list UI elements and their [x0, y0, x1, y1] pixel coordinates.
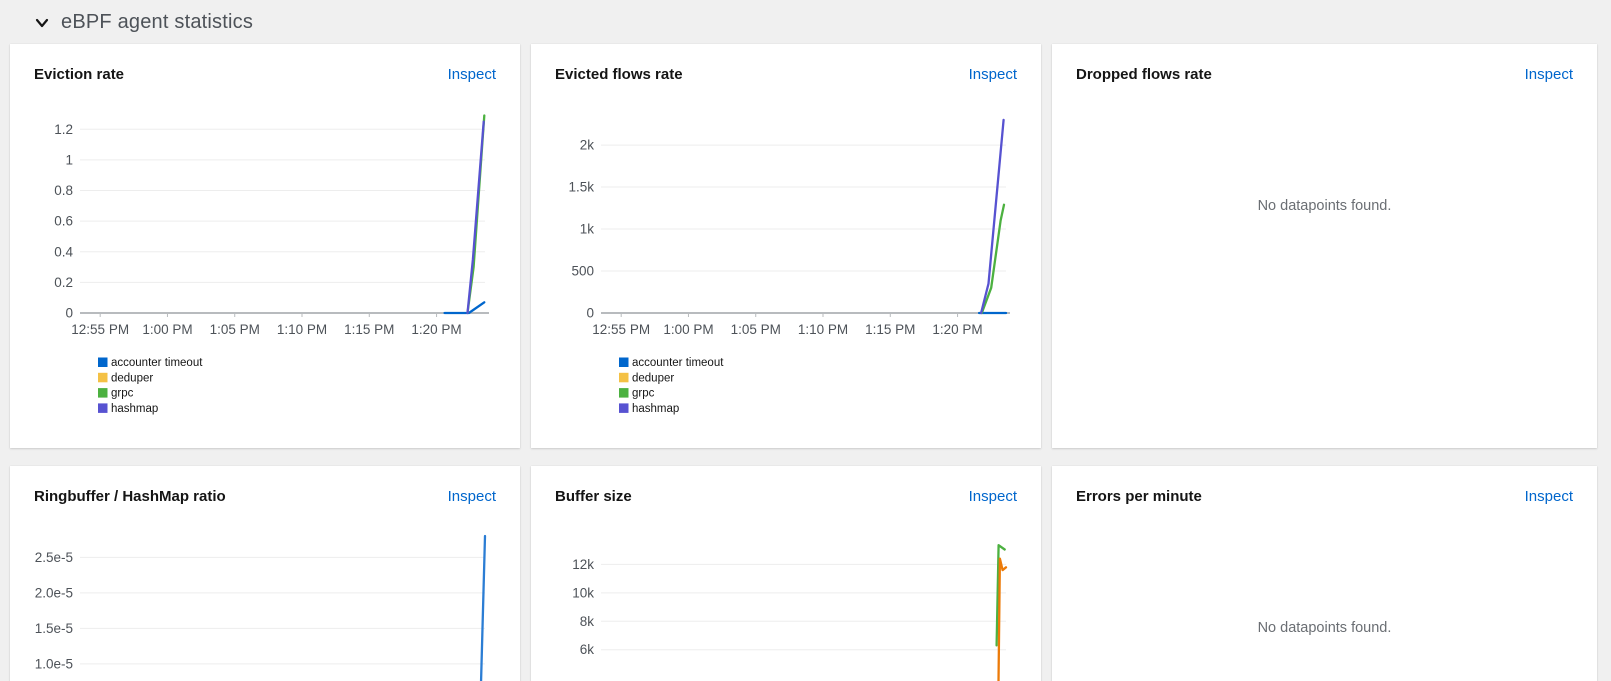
card-buffer-size: Buffer size Inspect 6k8k10k12k12:55 PM1:… — [531, 466, 1041, 681]
legend-swatch — [619, 388, 629, 398]
x-tick-label: 1:10 PM — [277, 322, 327, 337]
x-tick-label: 1:15 PM — [865, 322, 915, 337]
x-tick-label: 1:20 PM — [932, 322, 982, 337]
cards-grid: Eviction rate Inspect 0 0.2 0.4 0.6 0.8 1 1.2 1… — [10, 44, 1597, 681]
card-title: Eviction rate — [34, 66, 125, 83]
y-tick-label: 1k — [580, 222, 595, 237]
x-tick-label: 1:05 PM — [210, 322, 260, 337]
y-tick-label: 2.0e-5 — [35, 585, 73, 600]
chart-buffer-size[interactable]: 6k8k10k12k12:55 PM1:00 PM1:05 PM1:10 PM1… — [531, 466, 1041, 681]
legend-label: deduper — [632, 372, 674, 384]
x-tick-label: 1:15 PM — [344, 322, 394, 337]
x-tick-label: 1:00 PM — [142, 322, 192, 337]
card-title: Errors per minute — [1076, 488, 1202, 505]
y-tick-label: 1.2 — [54, 122, 73, 137]
inspect-link[interactable]: Inspect — [968, 66, 1017, 83]
legend-label: accounter timeout — [111, 357, 203, 369]
x-tick-label: 1:20 PM — [411, 322, 461, 337]
inspect-link[interactable]: Inspect — [447, 66, 496, 83]
legend-swatch — [98, 403, 108, 413]
legend-label: grpc — [632, 388, 655, 400]
series-line — [479, 534, 487, 681]
card-title: Buffer size — [555, 488, 632, 505]
legend-swatch — [98, 388, 108, 398]
x-tick-label: 12:55 PM — [592, 322, 650, 337]
y-tick-label: 12k — [572, 557, 594, 572]
y-tick-label: 0.2 — [54, 275, 73, 290]
card-ringbuffer-hashmap-ratio: Ringbuffer / HashMap ratio Inspect 1.0e-… — [10, 466, 520, 681]
legend-swatch — [98, 372, 108, 383]
chart-evicted-flows-rate[interactable]: 0 500 1k 1.5k 2k 12:55 PM 1:00 PM 1:05 PM 1:10 P… — [531, 44, 1041, 448]
y-tick-label: 500 — [571, 264, 594, 279]
card-title: Dropped flows rate — [1076, 66, 1212, 83]
legend-swatch — [98, 357, 108, 367]
legend-swatch — [619, 403, 629, 413]
series-line-hashmap — [466, 120, 485, 315]
y-tick-label: 0 — [586, 306, 594, 321]
y-tick-label: 1 — [65, 152, 73, 167]
x-tick-label: 12:55 PM — [71, 322, 129, 337]
card-title: Ringbuffer / HashMap ratio — [34, 488, 226, 505]
x-tick-label: 1:10 PM — [798, 322, 848, 337]
empty-state-text: No datapoints found. — [1257, 198, 1392, 214]
series-line-accounter-timeout — [443, 301, 486, 315]
x-tick-label: 1:05 PM — [731, 322, 781, 337]
inspect-link[interactable]: Inspect — [447, 488, 496, 505]
legend-swatch — [619, 372, 629, 383]
card-eviction-rate: Eviction rate Inspect 0 0.2 0.4 0.6 0.8 1 1.2 1… — [10, 44, 520, 448]
y-tick-label: 0 — [65, 306, 73, 321]
section-title: eBPF agent statistics — [61, 11, 254, 33]
series-line — [997, 557, 1008, 681]
card-dropped-flows-rate: Dropped flows rate Inspect No datapoints… — [1052, 44, 1597, 448]
legend-swatch — [619, 357, 629, 367]
inspect-link[interactable]: Inspect — [1524, 488, 1573, 505]
x-tick-label: 1:00 PM — [663, 322, 713, 337]
legend-label: accounter timeout — [632, 357, 724, 369]
inspect-link[interactable]: Inspect — [1524, 66, 1573, 83]
legend-label: deduper — [111, 372, 153, 384]
series-line-hashmap — [979, 118, 1005, 315]
inspect-link[interactable]: Inspect — [968, 488, 1017, 505]
card-title: Evicted flows rate — [555, 66, 683, 83]
y-tick-label: 0.6 — [54, 214, 73, 229]
section-header: eBPF agent statistics — [0, 0, 1611, 44]
y-tick-label: 0.8 — [54, 183, 73, 198]
chart-ringbuffer-hashmap-ratio[interactable]: 1.0e-51.5e-52.0e-52.5e-512:55 PM1:00 PM1… — [10, 466, 520, 681]
y-tick-label: 6k — [580, 642, 595, 657]
empty-state-text: No datapoints found. — [1257, 620, 1392, 636]
y-tick-label: 2.5e-5 — [35, 550, 73, 565]
y-tick-label: 0.4 — [54, 244, 73, 259]
y-tick-label: 1.5e-5 — [35, 621, 73, 636]
y-tick-label: 1.0e-5 — [35, 656, 73, 671]
series-line-grpc — [980, 203, 1006, 315]
y-tick-label: 2k — [580, 138, 595, 153]
series-line — [995, 544, 1006, 647]
y-tick-label: 10k — [572, 585, 594, 600]
y-tick-label: 1.5k — [568, 180, 594, 195]
card-errors-per-minute: Errors per minute Inspect No datapoints … — [1052, 466, 1597, 681]
legend-label: hashmap — [632, 403, 679, 415]
legend-label: hashmap — [111, 403, 158, 415]
card-evicted-flows-rate: Evicted flows rate Inspect 0 500 1k 1.5k 2k 1… — [531, 44, 1041, 448]
legend-label: grpc — [111, 388, 134, 400]
chart-eviction-rate[interactable]: 0 0.2 0.4 0.6 0.8 1 1.2 12:55 PM 1:00 PM 1:05 PM 1… — [10, 44, 520, 448]
y-tick-label: 8k — [580, 614, 595, 629]
chevron-down-icon[interactable] — [34, 15, 50, 31]
